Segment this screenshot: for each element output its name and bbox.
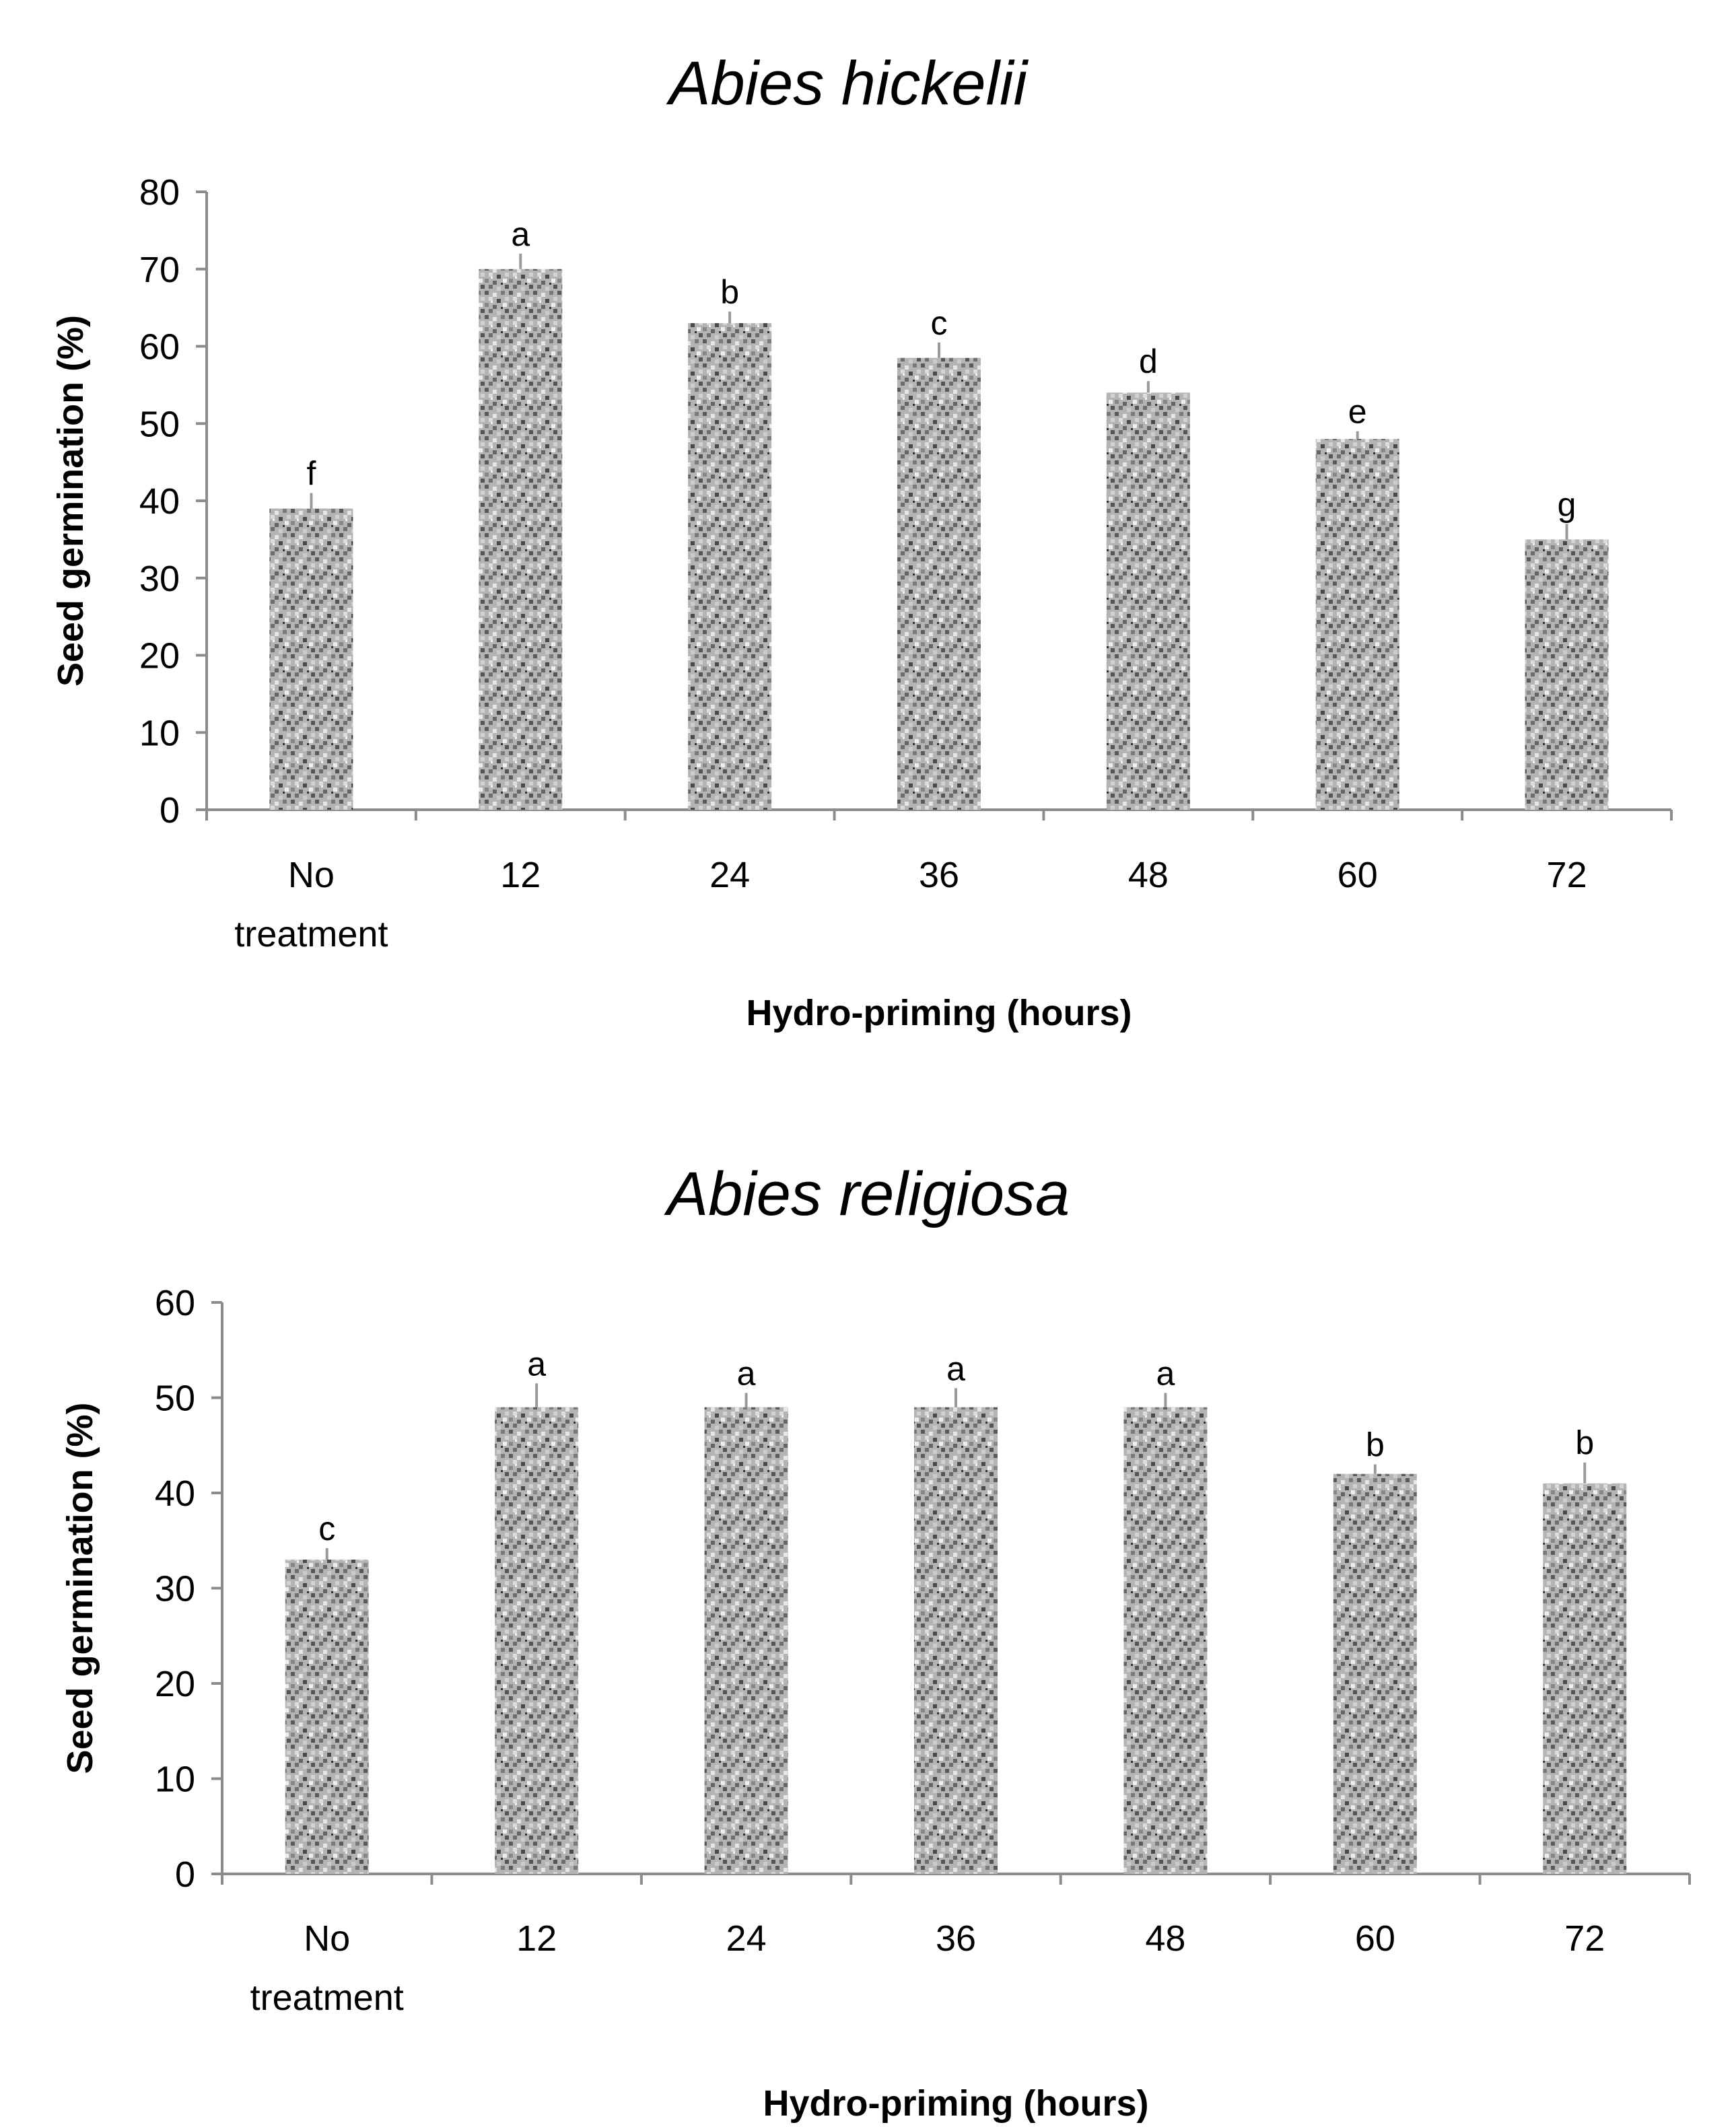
y-tick-label: 60 <box>155 1283 195 1323</box>
y-tick-label: 20 <box>155 1664 195 1704</box>
y-tick-label: 40 <box>155 1473 195 1514</box>
significance-label: c <box>318 1510 335 1547</box>
y-tick-label: 70 <box>139 250 180 290</box>
bar <box>1123 1407 1208 1874</box>
y-tick-label: 0 <box>175 1854 195 1895</box>
chart-title: Abies religiosa <box>664 1160 1070 1228</box>
y-tick-label: 40 <box>139 481 180 522</box>
x-axis-label: Hydro-priming (hours) <box>763 2083 1149 2124</box>
x-tick-label: 48 <box>1128 855 1169 895</box>
y-axis-label: Seed germination (%) <box>50 315 91 687</box>
significance-label: b <box>1575 1424 1594 1462</box>
y-tick-label: 50 <box>155 1379 195 1419</box>
significance-label: a <box>1156 1354 1175 1392</box>
significance-label: a <box>511 215 530 253</box>
y-tick-label: 60 <box>139 327 180 368</box>
x-tick-label: 12 <box>500 855 541 895</box>
significance-label: b <box>720 273 739 311</box>
bar <box>1106 392 1190 810</box>
x-tick-label: 60 <box>1355 1918 1395 1959</box>
y-tick-label: 50 <box>139 404 180 444</box>
chart-title: Abies hickelii <box>666 49 1029 118</box>
bar <box>897 357 981 810</box>
bar <box>479 269 563 810</box>
chart-hickelii: Abies hickelii 0 10 20 30 40 50 60 70 80 f No treatm… <box>50 49 1673 1033</box>
y-tick-label: 80 <box>139 172 180 213</box>
bar <box>688 323 772 810</box>
bar <box>1333 1473 1417 1874</box>
bar <box>1543 1483 1627 1874</box>
x-tick-label: 24 <box>726 1918 767 1959</box>
x-axis-label: Hydro-priming (hours) <box>747 993 1132 1033</box>
x-tick-label: treatment <box>250 1978 404 2018</box>
chart-religiosa: Abies religiosa 0 10 20 30 40 50 60 c No treatment… <box>60 1160 1691 2124</box>
significance-label: d <box>1139 343 1158 380</box>
bar <box>1315 439 1399 810</box>
x-tick-label: treatment <box>234 914 388 954</box>
y-tick-label: 20 <box>139 636 180 676</box>
y-tick-label: 0 <box>160 790 180 831</box>
significance-label: f <box>306 455 316 493</box>
bar <box>704 1407 788 1874</box>
x-tick-label: 60 <box>1338 855 1378 895</box>
x-tick-label: 36 <box>936 1918 976 1959</box>
x-tick-label: 12 <box>516 1918 557 1959</box>
y-tick-label: 10 <box>155 1759 195 1800</box>
significance-label: g <box>1558 485 1576 523</box>
x-tick-label: No <box>304 1918 350 1959</box>
bar <box>269 508 353 810</box>
y-tick-label: 30 <box>155 1569 195 1609</box>
significance-label: e <box>1348 393 1367 431</box>
significance-label: c <box>931 304 948 342</box>
significance-label: a <box>527 1345 546 1383</box>
x-tick-label: 36 <box>919 855 959 895</box>
y-axis-label: Seed germination (%) <box>60 1402 100 1774</box>
significance-label: a <box>946 1350 965 1387</box>
bar <box>495 1407 579 1874</box>
y-tick-label: 30 <box>139 559 180 599</box>
x-tick-label: 72 <box>1547 855 1587 895</box>
x-tick-label: No <box>288 855 335 895</box>
x-tick-label: 72 <box>1564 1918 1605 1959</box>
significance-label: a <box>737 1354 756 1392</box>
bar <box>1525 539 1609 810</box>
y-tick-label: 10 <box>139 713 180 753</box>
bar <box>285 1560 369 1874</box>
x-tick-label: 48 <box>1145 1918 1185 1959</box>
significance-label: b <box>1366 1426 1385 1464</box>
x-tick-label: 24 <box>709 855 750 895</box>
bar <box>914 1407 998 1874</box>
